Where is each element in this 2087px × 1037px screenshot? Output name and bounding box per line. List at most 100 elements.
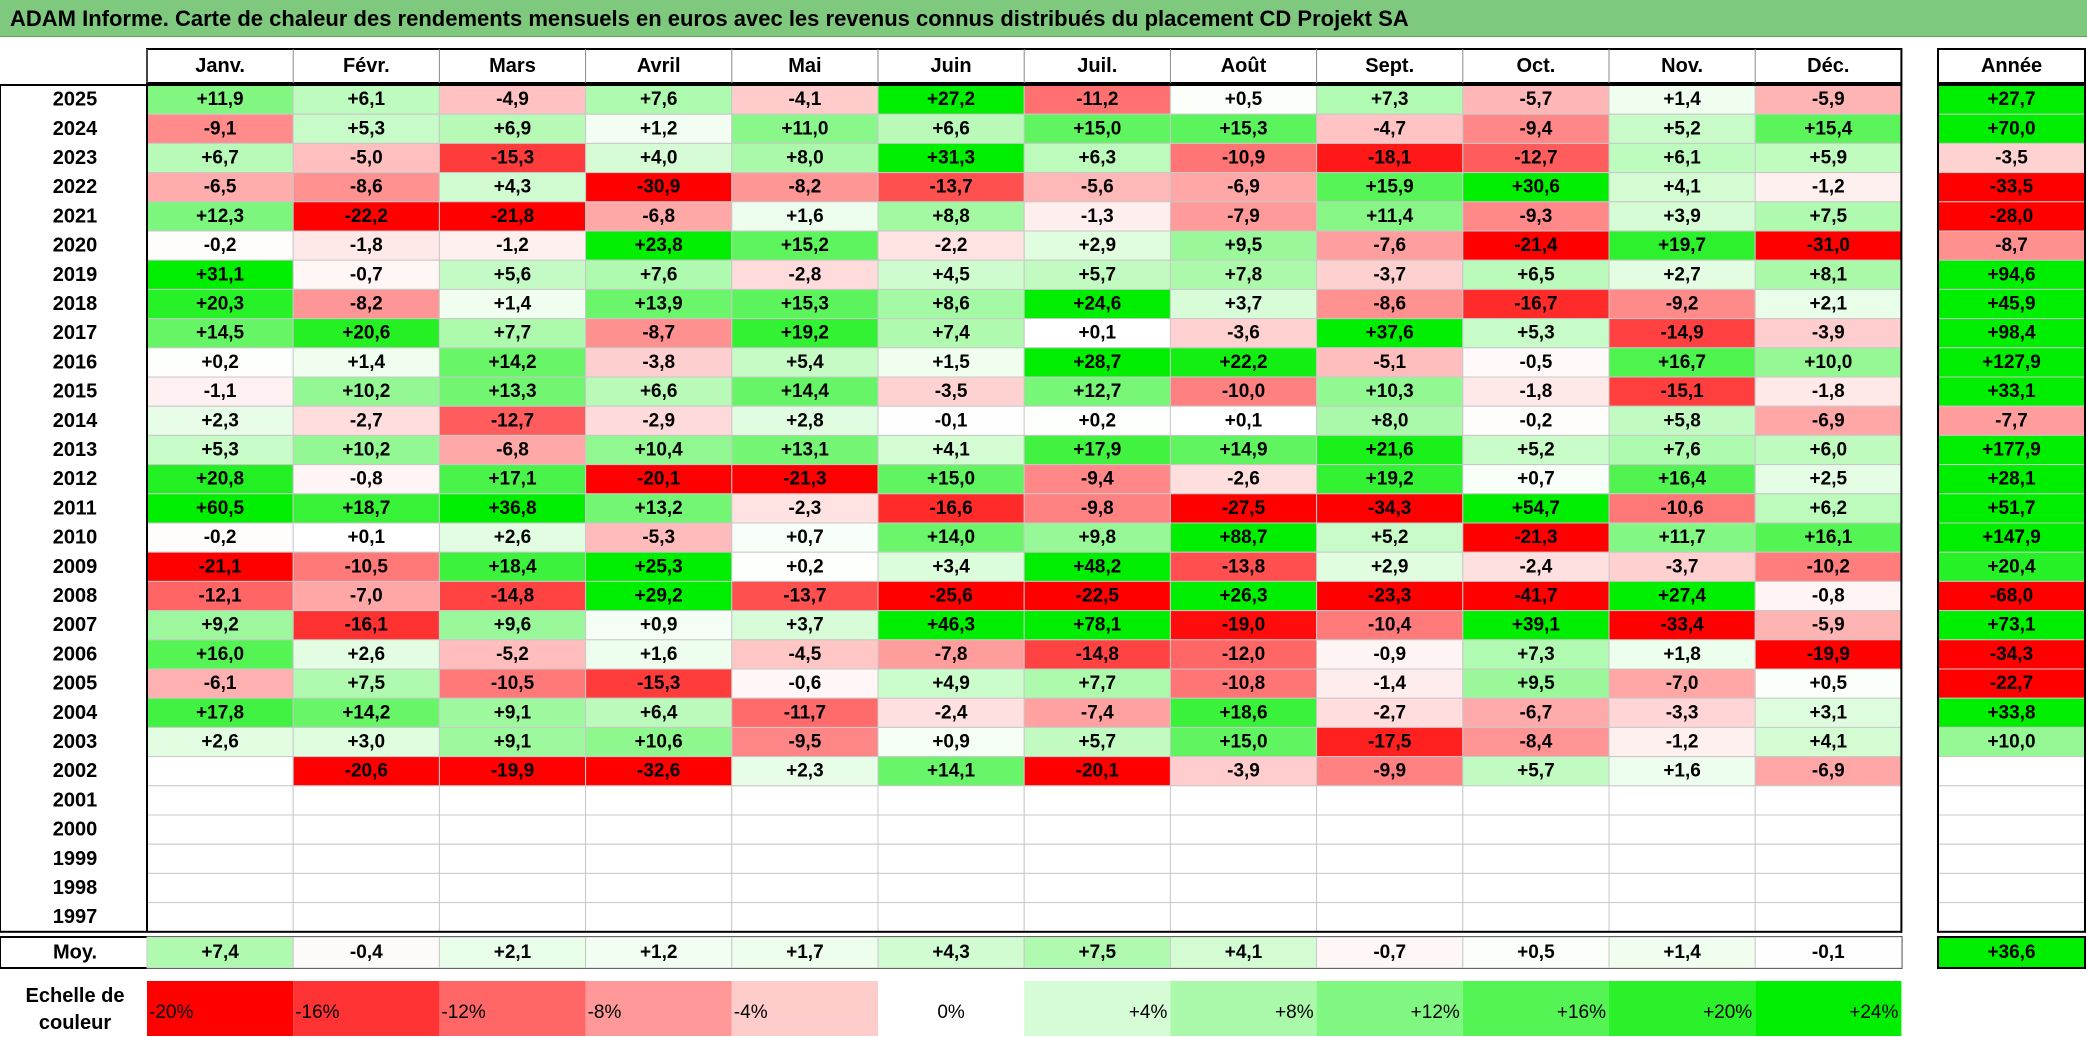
heatmap-cell xyxy=(1316,872,1464,904)
scale-stop-label: -4% xyxy=(734,1002,768,1023)
heatmap-cell xyxy=(146,201,294,232)
cell-value: +7,6 xyxy=(1663,440,1701,461)
annual-cell xyxy=(1937,376,2086,407)
year-label: 1999 xyxy=(53,848,98,870)
heatmap-cell xyxy=(1023,347,1171,378)
cell-value: +26,3 xyxy=(1219,586,1267,607)
heatmap-cell xyxy=(1316,902,1464,933)
annual-value: +98,4 xyxy=(1987,323,2036,344)
heatmap-cell xyxy=(1316,697,1464,728)
cell-value: +0,2 xyxy=(1079,410,1117,431)
cell-value: +12,3 xyxy=(196,206,244,227)
cell-value: +1,4 xyxy=(1663,89,1701,110)
average-cell xyxy=(877,936,1025,969)
heatmap-cell xyxy=(1462,113,1610,144)
heatmap-cell xyxy=(438,785,587,816)
heatmap-cell xyxy=(1169,405,1318,436)
annual-cell xyxy=(1937,843,2086,874)
cell-value: +6,3 xyxy=(1079,148,1117,169)
cell-value: -13,7 xyxy=(929,177,972,198)
heatmap-cell xyxy=(585,843,733,874)
cell-value: -1,1 xyxy=(204,381,237,402)
heatmap-cell xyxy=(1754,551,1902,582)
cell-value: +2,9 xyxy=(1079,235,1117,256)
cell-value: -14,8 xyxy=(491,586,534,607)
cell-value: -22,2 xyxy=(345,206,388,227)
cell-value: +12,7 xyxy=(1073,381,1121,402)
scale-stop-label: +24% xyxy=(1849,1002,1898,1023)
heatmap-cell xyxy=(146,259,294,290)
cell-value: -32,6 xyxy=(637,761,680,782)
cell-value: +14,4 xyxy=(781,381,830,402)
cell-value: -31,0 xyxy=(1807,235,1850,256)
heatmap-cell xyxy=(1462,639,1610,670)
heatmap-cell xyxy=(877,434,1025,466)
average-annual-value: +36,6 xyxy=(1987,942,2035,963)
cell-value: +6,1 xyxy=(348,89,386,110)
month-header: Mai xyxy=(788,55,821,77)
average-value: +1,7 xyxy=(786,942,824,963)
average-value: +4,1 xyxy=(1225,942,1263,963)
heatmap-cell xyxy=(1608,726,1756,758)
heatmap-cell xyxy=(1462,814,1610,845)
cell-value: +1,4 xyxy=(348,352,386,373)
heatmap-cell xyxy=(1608,172,1756,203)
heatmap-cell xyxy=(731,814,879,845)
heatmap-cell xyxy=(146,872,294,904)
cell-value: -0,5 xyxy=(1520,352,1553,373)
cell-value: +3,4 xyxy=(932,556,970,577)
heatmap-cell xyxy=(438,610,587,641)
cell-value: +5,3 xyxy=(348,118,386,139)
heatmap-cell xyxy=(731,464,879,495)
year-label: 2020 xyxy=(53,235,98,257)
heatmap-cell xyxy=(292,318,440,349)
heatmap-cell xyxy=(1462,259,1610,290)
chart-title: ADAM Informe. Carte de chaleur des rende… xyxy=(0,0,2087,37)
cell-value: +9,1 xyxy=(494,702,532,723)
heatmap-cell xyxy=(146,726,294,758)
heatmap-cell xyxy=(1754,434,1902,466)
heatmap-cell xyxy=(1608,522,1756,553)
heatmap-cell xyxy=(1754,668,1902,699)
cell-value: -6,9 xyxy=(1227,177,1260,198)
heatmap-cell xyxy=(1023,639,1171,670)
cell-value: -10,2 xyxy=(1807,556,1850,577)
cell-value: -9,2 xyxy=(1666,294,1699,315)
cell-value: +4,5 xyxy=(932,264,970,285)
scale-swatch xyxy=(147,981,294,1036)
cell-value: +5,7 xyxy=(1517,761,1555,782)
cell-value: +14,2 xyxy=(488,352,536,373)
heatmap-cell xyxy=(1462,610,1610,641)
cell-value: +6,4 xyxy=(640,702,678,723)
cell-value: +3,7 xyxy=(1225,294,1263,315)
heatmap-cell xyxy=(146,902,294,933)
cell-value: -4,7 xyxy=(1373,118,1406,139)
average-value: +7,4 xyxy=(201,942,239,963)
cell-value: -2,4 xyxy=(935,702,968,723)
cell-value: -25,6 xyxy=(929,586,972,607)
heatmap-cell xyxy=(585,142,733,174)
heatmap-cell xyxy=(731,201,879,232)
cell-value: +14,1 xyxy=(927,761,976,782)
cell-value: +2,8 xyxy=(786,410,824,431)
scale-stop-label: -8% xyxy=(588,1002,622,1023)
heatmap-cell xyxy=(1462,347,1610,378)
cell-value: +5,2 xyxy=(1371,527,1409,548)
heatmap-cell xyxy=(1169,902,1318,933)
year-label: 2017 xyxy=(53,322,98,344)
cell-value: +0,5 xyxy=(1225,89,1263,110)
cell-value: +5,7 xyxy=(1079,264,1117,285)
heatmap-cell xyxy=(585,318,733,349)
heatmap-cell xyxy=(438,668,587,699)
heatmap-cell xyxy=(585,551,733,582)
cell-value: +17,1 xyxy=(488,469,537,490)
heatmap-cell xyxy=(292,610,440,641)
heatmap-cell xyxy=(146,288,294,320)
cell-value: -1,4 xyxy=(1373,673,1406,694)
cell-value: +9,5 xyxy=(1517,673,1555,694)
year-label: 2003 xyxy=(53,731,98,753)
cell-value: +5,6 xyxy=(494,264,532,285)
heatmap-cell xyxy=(1023,843,1171,874)
annual-value: +51,7 xyxy=(1987,498,2035,519)
scale-stop-label: -16% xyxy=(295,1002,339,1023)
